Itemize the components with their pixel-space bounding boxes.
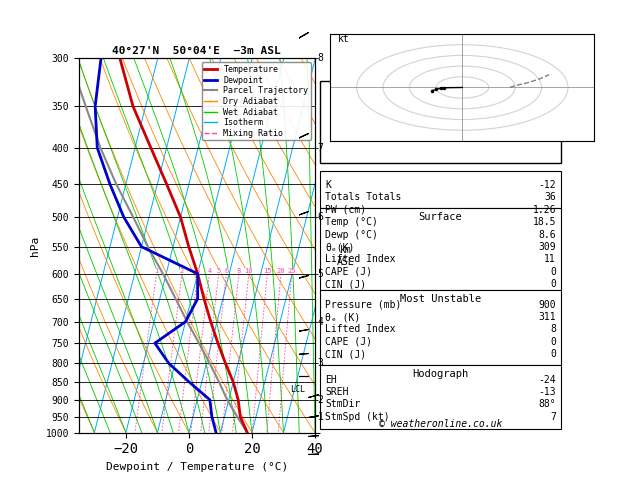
Title: 40°27'N  50°04'E  −3m ASL: 40°27'N 50°04'E −3m ASL: [113, 46, 281, 56]
FancyBboxPatch shape: [320, 365, 561, 429]
Text: -24: -24: [538, 375, 556, 384]
Text: 11: 11: [544, 254, 556, 264]
Y-axis label: hPa: hPa: [30, 235, 40, 256]
Text: 1: 1: [154, 268, 159, 274]
Text: 8: 8: [318, 53, 323, 63]
Text: Temp (°C): Temp (°C): [325, 217, 378, 227]
Text: 7: 7: [550, 412, 556, 421]
Text: 8.6: 8.6: [538, 230, 556, 240]
Text: 8: 8: [550, 324, 556, 334]
Text: Pressure (mb): Pressure (mb): [325, 300, 401, 310]
Text: 0: 0: [550, 337, 556, 347]
Text: Surface: Surface: [419, 212, 462, 222]
Text: Lifted Index: Lifted Index: [325, 254, 396, 264]
Legend: Temperature, Dewpoint, Parcel Trajectory, Dry Adiabat, Wet Adiabat, Isotherm, Mi: Temperature, Dewpoint, Parcel Trajectory…: [202, 63, 311, 140]
Text: 0: 0: [550, 267, 556, 277]
Y-axis label: km
ASL: km ASL: [337, 245, 354, 267]
Text: StmDir: StmDir: [325, 399, 360, 409]
Text: 7: 7: [318, 143, 323, 153]
Text: SREH: SREH: [325, 387, 348, 397]
Text: 4: 4: [208, 268, 211, 274]
Text: Lifted Index: Lifted Index: [325, 324, 396, 334]
Text: 5: 5: [318, 269, 323, 279]
Text: EH: EH: [325, 375, 337, 384]
Text: 6: 6: [225, 268, 228, 274]
X-axis label: Dewpoint / Temperature (°C): Dewpoint / Temperature (°C): [106, 462, 288, 472]
Text: 3: 3: [318, 358, 323, 368]
Text: 1.26: 1.26: [533, 205, 556, 215]
FancyBboxPatch shape: [320, 171, 561, 208]
Text: 5: 5: [216, 268, 221, 274]
Text: 8: 8: [237, 268, 241, 274]
Text: © weatheronline.co.uk: © weatheronline.co.uk: [379, 419, 502, 429]
Text: PW (cm): PW (cm): [325, 205, 366, 215]
Text: Dewp (°C): Dewp (°C): [325, 230, 378, 240]
Text: LCL: LCL: [291, 385, 306, 394]
Text: 6: 6: [318, 212, 323, 222]
Text: -13: -13: [538, 387, 556, 397]
FancyBboxPatch shape: [320, 81, 561, 163]
Text: CAPE (J): CAPE (J): [325, 337, 372, 347]
Text: kt: kt: [338, 34, 350, 44]
Text: 0: 0: [550, 279, 556, 289]
Text: 4: 4: [318, 317, 323, 327]
Text: StmSpd (kt): StmSpd (kt): [325, 412, 390, 421]
Text: 20: 20: [277, 268, 286, 274]
FancyBboxPatch shape: [320, 290, 561, 365]
FancyBboxPatch shape: [320, 208, 561, 290]
Text: CIN (J): CIN (J): [325, 279, 366, 289]
Text: 2: 2: [180, 268, 184, 274]
Text: θₑ (K): θₑ (K): [325, 312, 360, 322]
Text: 3: 3: [196, 268, 200, 274]
Text: 25: 25: [287, 268, 296, 274]
Text: 900: 900: [538, 300, 556, 310]
Text: 0: 0: [550, 349, 556, 359]
Text: 309: 309: [538, 242, 556, 252]
Text: -12: -12: [538, 180, 556, 190]
Text: K: K: [325, 180, 331, 190]
Text: 1: 1: [318, 412, 323, 421]
Text: Hodograph: Hodograph: [413, 369, 469, 379]
Text: Totals Totals: Totals Totals: [325, 192, 401, 202]
Text: CIN (J): CIN (J): [325, 349, 366, 359]
Text: θₑ(K): θₑ(K): [325, 242, 354, 252]
Text: Most Unstable: Most Unstable: [400, 294, 481, 304]
Text: 28.04.2024  06GMT  (Base: 12): 28.04.2024 06GMT (Base: 12): [343, 69, 538, 80]
Text: 2: 2: [318, 395, 323, 405]
Text: CAPE (J): CAPE (J): [325, 267, 372, 277]
Text: 18.5: 18.5: [533, 217, 556, 227]
Text: 311: 311: [538, 312, 556, 322]
Text: 15: 15: [263, 268, 272, 274]
Text: 36: 36: [544, 192, 556, 202]
Text: 10: 10: [245, 268, 253, 274]
Text: 88°: 88°: [538, 399, 556, 409]
